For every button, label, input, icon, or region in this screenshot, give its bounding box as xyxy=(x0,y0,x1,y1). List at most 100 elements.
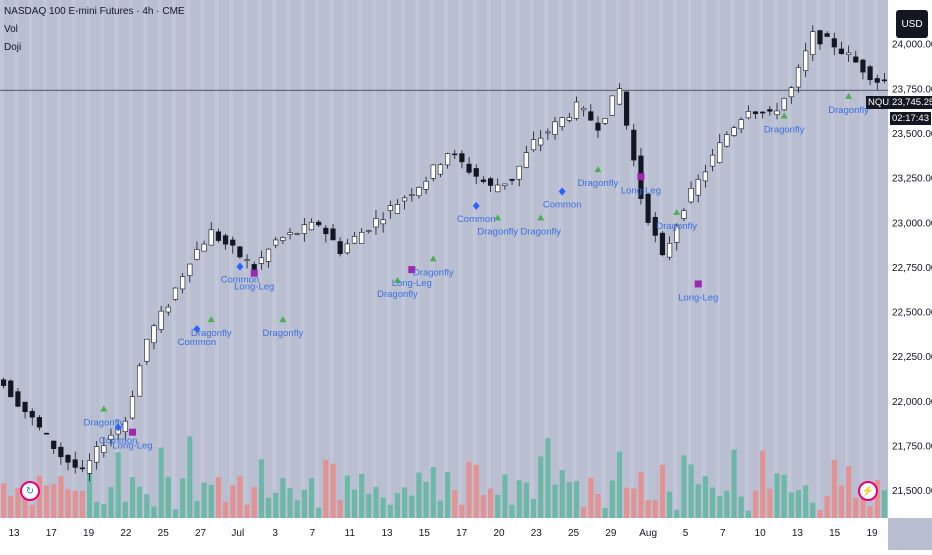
volume-bar xyxy=(208,484,214,518)
price-tick: 23,000.00 xyxy=(892,218,932,229)
band xyxy=(415,0,420,518)
long-leg-marker xyxy=(637,173,645,181)
volume-bar xyxy=(423,481,429,518)
candles xyxy=(0,25,888,482)
candle xyxy=(538,137,544,146)
candle xyxy=(86,460,93,474)
band xyxy=(300,0,305,518)
candle xyxy=(495,184,501,193)
volume-bar xyxy=(394,493,401,518)
volume-bar xyxy=(344,475,350,518)
candle xyxy=(409,194,415,196)
time-tick: 25 xyxy=(158,528,170,539)
volume-bar xyxy=(122,501,128,518)
volume-bar xyxy=(466,461,472,518)
dragonfly-marker xyxy=(279,316,287,323)
indicator-vol-label[interactable]: Vol xyxy=(4,24,18,35)
candle xyxy=(473,168,479,177)
doji-label: Common xyxy=(457,214,496,225)
dragonfly-marker xyxy=(393,276,401,283)
volume-bar xyxy=(22,497,28,518)
indicator-doji-label[interactable]: Doji xyxy=(4,42,22,53)
candle xyxy=(101,445,107,453)
dragonfly-marker xyxy=(100,405,108,412)
volume-bar xyxy=(645,500,651,518)
volume-bar xyxy=(602,507,608,518)
volume-bar xyxy=(516,480,522,518)
volume-bar xyxy=(373,486,379,518)
volume-bar xyxy=(559,469,565,518)
candle xyxy=(824,33,830,37)
candle xyxy=(530,139,537,151)
time-axis[interactable]: 13 17 19 22 25 27 Jul 3 7 11 13 15 17 20 23 25 29 Aug 5 7 10… xyxy=(0,518,888,550)
price-chart[interactable]: DragonflyCommonLong-LegCommonDragonflyCo… xyxy=(0,0,888,518)
replay-icon[interactable]: ↻ xyxy=(20,481,40,501)
time-tick: 3 xyxy=(272,528,278,539)
volume-bar xyxy=(416,472,422,518)
volume-bar xyxy=(359,473,365,518)
volume-bar xyxy=(452,490,458,518)
candle xyxy=(294,233,300,235)
band xyxy=(787,0,792,518)
band xyxy=(444,0,448,518)
band xyxy=(802,0,807,518)
band xyxy=(214,0,219,518)
candle xyxy=(452,153,458,156)
price-axis[interactable]: 24,000.00 23,750.00 23,500.00 23,250.00 23,0… xyxy=(888,0,932,518)
volume-bar xyxy=(437,500,443,518)
volume-bar xyxy=(659,464,665,518)
volume-bar xyxy=(108,487,114,518)
doji-label: Dragonfly xyxy=(520,226,561,237)
last-price-tag: 23,745.25 xyxy=(890,96,932,109)
volume-bar xyxy=(79,491,85,518)
volume-bar xyxy=(846,466,852,518)
candle xyxy=(280,237,286,241)
candle xyxy=(122,420,128,433)
volume-bar xyxy=(731,449,737,518)
candle xyxy=(402,197,408,202)
dragonfly-marker xyxy=(207,316,215,323)
time-tick: 13 xyxy=(792,528,804,539)
candle xyxy=(566,117,572,121)
band xyxy=(272,0,277,518)
candle xyxy=(194,249,200,260)
doji-label: Long-Leg xyxy=(234,282,274,293)
dragonfly-marker xyxy=(494,214,502,221)
band xyxy=(558,0,563,518)
candle xyxy=(846,52,852,55)
price-tick: 24,000.00 xyxy=(892,40,932,51)
time-tick: 17 xyxy=(46,528,58,539)
volume-bar xyxy=(774,473,780,518)
band xyxy=(716,0,721,518)
candle xyxy=(444,153,451,166)
volume-bar xyxy=(838,485,845,518)
candle xyxy=(881,79,888,82)
band xyxy=(615,0,620,518)
band xyxy=(859,0,864,518)
candle xyxy=(366,230,372,232)
band xyxy=(358,0,363,518)
volume-bar xyxy=(430,467,436,518)
volume-bar xyxy=(223,501,229,518)
volume-bar xyxy=(624,487,630,518)
candle xyxy=(609,95,615,116)
band xyxy=(601,0,606,518)
volume-bar xyxy=(301,489,307,518)
doji-label: Common xyxy=(221,275,260,286)
volume-bar xyxy=(473,464,479,518)
common-marker xyxy=(472,201,480,210)
candle xyxy=(480,179,486,182)
band xyxy=(243,0,248,518)
candle xyxy=(187,263,193,277)
currency-button[interactable]: USD xyxy=(896,10,928,38)
volume-bar xyxy=(65,489,71,518)
time-tick: 19 xyxy=(866,528,878,539)
candle xyxy=(394,204,401,214)
doji-label: Dragonfly xyxy=(263,328,304,339)
time-tick: 17 xyxy=(456,528,468,539)
candle xyxy=(180,276,186,290)
volume-bar xyxy=(187,436,193,518)
candle xyxy=(702,171,708,182)
lightning-icon[interactable]: ⚡ xyxy=(858,481,878,501)
volume-bar xyxy=(387,504,393,518)
